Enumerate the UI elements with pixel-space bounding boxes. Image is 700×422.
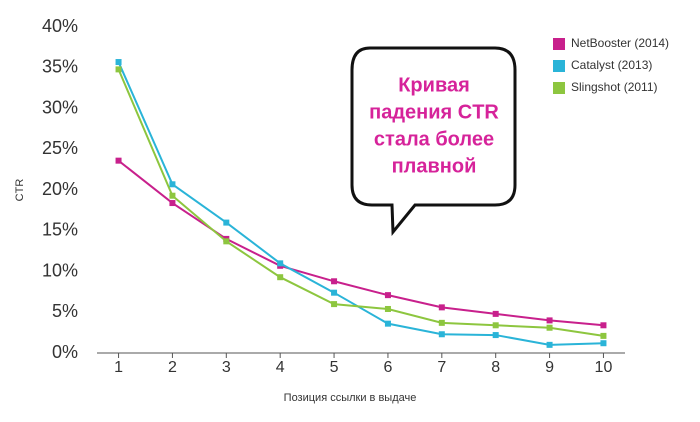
series-line xyxy=(117,61,604,346)
point xyxy=(169,181,176,188)
annotation: падения CTR xyxy=(369,101,499,123)
point xyxy=(384,292,391,299)
y-tick-label: 20% xyxy=(42,179,78,199)
point xyxy=(438,331,445,338)
legend-swatch xyxy=(553,82,565,94)
x-tick-label: 3 xyxy=(222,359,231,376)
point xyxy=(169,200,176,207)
point xyxy=(331,289,338,296)
point xyxy=(277,274,284,281)
y-tick-label: 30% xyxy=(42,97,78,117)
point xyxy=(600,322,607,329)
y-tick-label: 5% xyxy=(52,301,78,321)
point xyxy=(169,192,176,199)
legend-label: Slingshot (2011) xyxy=(571,80,658,94)
point xyxy=(492,332,499,339)
y-axis-label: CTR xyxy=(14,179,26,202)
x-tick-label: 5 xyxy=(330,359,339,376)
legend-swatch xyxy=(553,38,565,50)
y-tick-label: 25% xyxy=(42,138,78,158)
point xyxy=(600,340,607,347)
series-line xyxy=(117,68,604,337)
point xyxy=(331,301,338,308)
x-tick-label: 7 xyxy=(437,359,446,376)
annotation: плавной xyxy=(392,155,477,177)
point xyxy=(115,66,122,73)
x-tick-label: 4 xyxy=(276,359,285,376)
x-axis-label: Позиция ссылки в выдаче xyxy=(284,392,417,404)
annotation: стала более xyxy=(374,128,494,150)
point xyxy=(546,341,553,348)
point xyxy=(331,278,338,285)
x-tick-label: 9 xyxy=(545,359,554,376)
point xyxy=(223,219,230,226)
x-tick-label: 6 xyxy=(383,359,392,376)
speech-bubble xyxy=(350,46,517,237)
y-tick-label: 35% xyxy=(42,57,78,77)
point xyxy=(115,157,122,164)
y-tick-label: 40% xyxy=(42,16,78,36)
point xyxy=(115,59,122,66)
legend-label: Catalyst (2013) xyxy=(571,58,652,72)
point xyxy=(438,304,445,311)
point xyxy=(546,324,553,331)
point xyxy=(600,332,607,339)
annotation: Кривая xyxy=(398,74,470,96)
y-tick-label: 0% xyxy=(52,342,78,362)
y-tick-label: 10% xyxy=(42,260,78,280)
point xyxy=(223,238,230,245)
series-line xyxy=(117,159,604,327)
point xyxy=(277,260,284,267)
point xyxy=(492,322,499,329)
legend-label: NetBooster (2014) xyxy=(571,36,669,50)
x-tick-label: 10 xyxy=(595,359,613,376)
point xyxy=(492,310,499,317)
x-tick-label: 8 xyxy=(491,359,500,376)
point xyxy=(384,305,391,312)
point xyxy=(438,319,445,326)
x-tick-label: 1 xyxy=(114,359,123,376)
y-tick-label: 15% xyxy=(42,220,78,240)
point xyxy=(384,320,391,327)
x-tick-label: 2 xyxy=(168,359,177,376)
point xyxy=(546,317,553,324)
legend-swatch xyxy=(553,60,565,72)
